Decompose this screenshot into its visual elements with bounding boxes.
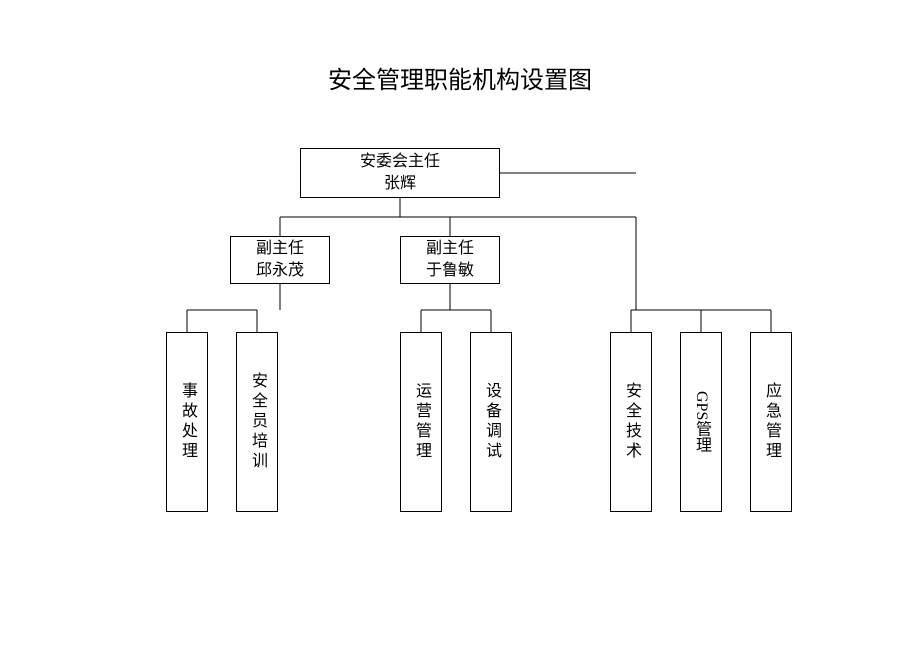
node-leaf-6-label: 应急管理 bbox=[759, 382, 783, 462]
node-leaf-6: 应急管理 bbox=[750, 332, 792, 512]
node-deputy-right-name: 于鲁敏 bbox=[426, 260, 474, 282]
node-deputy-right-title: 副主任 bbox=[426, 238, 474, 260]
node-leaf-0-label: 事故处理 bbox=[175, 382, 199, 462]
node-leaf-2-label: 运营管理 bbox=[409, 382, 433, 462]
node-leaf-4-label: 安全技术 bbox=[619, 382, 643, 462]
node-deputy-left: 副主任 邱永茂 bbox=[230, 236, 330, 284]
node-leaf-5: GPS管理 bbox=[680, 332, 722, 512]
node-director-title: 安委会主任 bbox=[360, 151, 440, 173]
node-leaf-0: 事故处理 bbox=[166, 332, 208, 512]
node-director-name: 张辉 bbox=[384, 173, 416, 195]
page-title: 安全管理职能机构设置图 bbox=[0, 60, 920, 95]
node-deputy-left-name: 邱永茂 bbox=[256, 260, 304, 282]
connector-lines bbox=[0, 0, 920, 651]
node-leaf-5-label: GPS管理 bbox=[689, 391, 713, 452]
node-leaf-1-label: 安全员培训 bbox=[245, 372, 269, 472]
node-leaf-4: 安全技术 bbox=[610, 332, 652, 512]
node-leaf-3: 设备调试 bbox=[470, 332, 512, 512]
node-director: 安委会主任 张辉 bbox=[300, 148, 500, 198]
node-deputy-left-title: 副主任 bbox=[256, 238, 304, 260]
node-deputy-right: 副主任 于鲁敏 bbox=[400, 236, 500, 284]
node-leaf-1: 安全员培训 bbox=[236, 332, 278, 512]
node-leaf-2: 运营管理 bbox=[400, 332, 442, 512]
node-leaf-3-label: 设备调试 bbox=[479, 382, 503, 462]
